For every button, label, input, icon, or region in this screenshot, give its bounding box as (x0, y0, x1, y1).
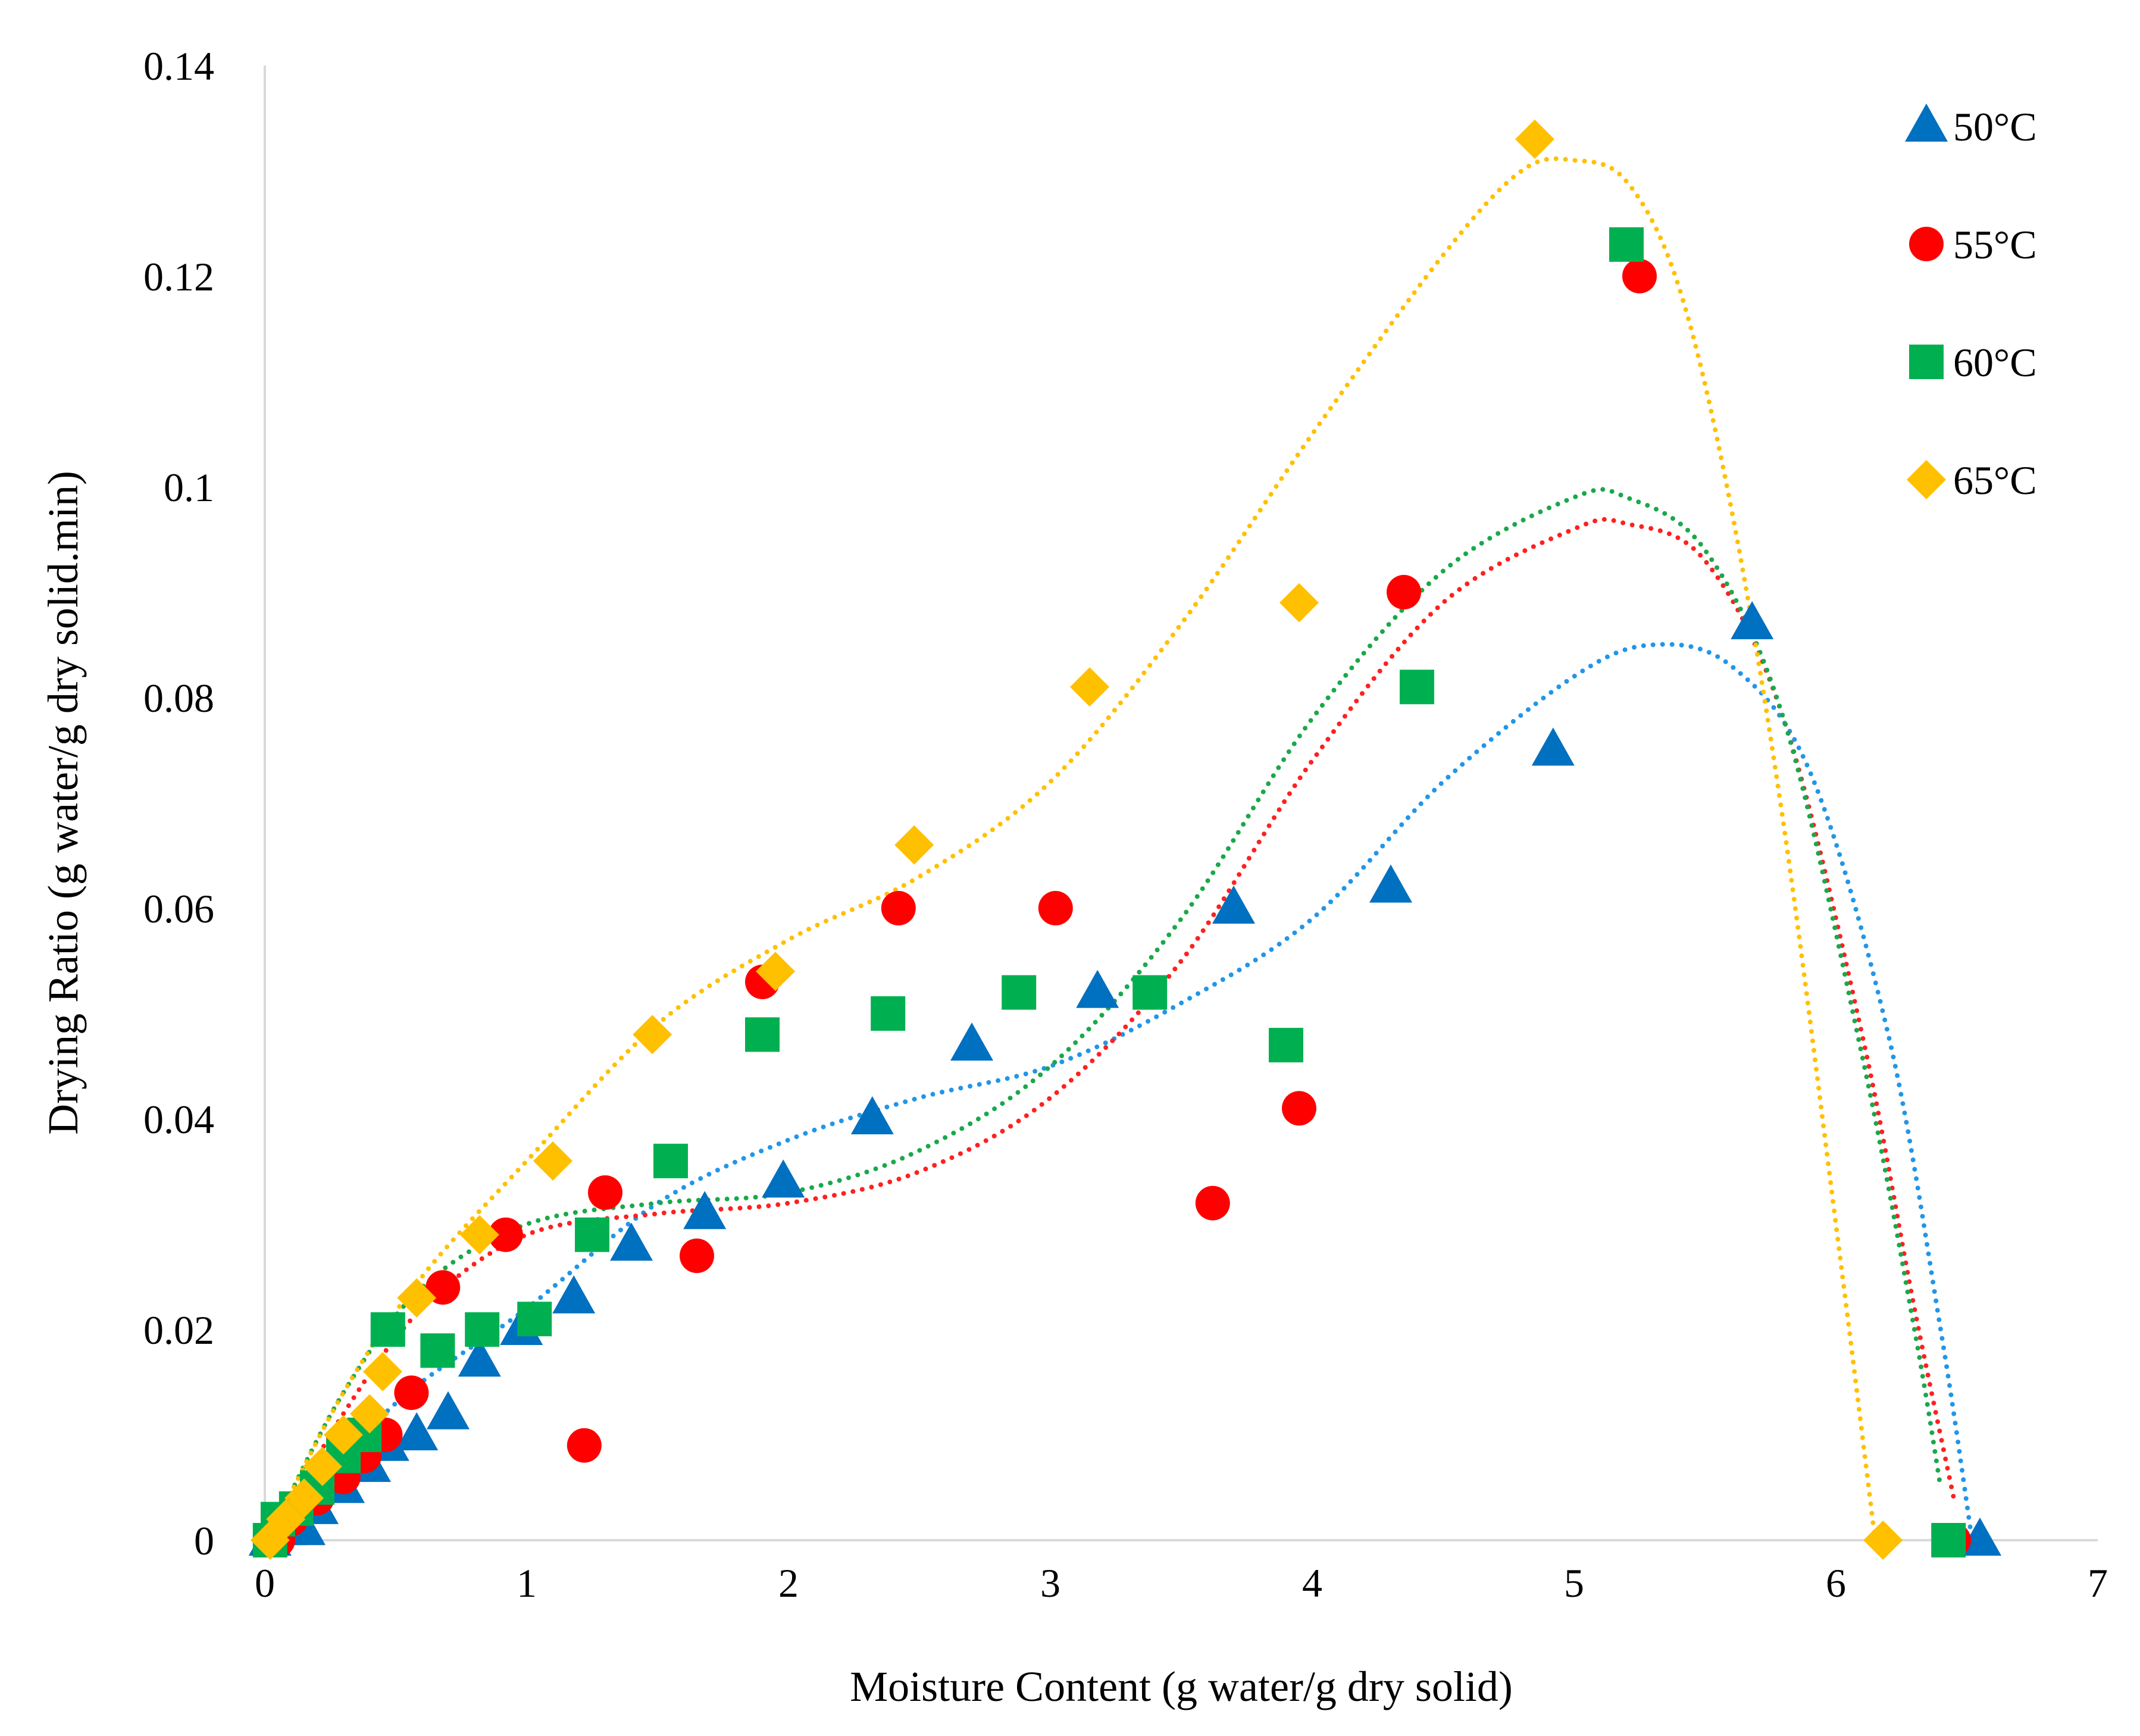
data-point-triangle (458, 1338, 501, 1377)
data-point-square (745, 1017, 780, 1052)
data-point-circle (588, 1175, 622, 1210)
data-point-diamond (1070, 667, 1109, 707)
x-tick-label: 7 (2088, 1560, 2108, 1606)
y-tick-label: 0.06 (143, 886, 214, 931)
data-point-triangle (1369, 864, 1412, 903)
legend-label: 65°C (1953, 458, 2037, 503)
x-tick-label: 4 (1302, 1560, 1322, 1606)
legend: 50°C 55°C 60°C 65°C (1905, 104, 2037, 503)
data-point-diamond (1279, 583, 1319, 623)
data-point-diamond (459, 1215, 499, 1255)
data-point-square (420, 1333, 455, 1368)
data-point-diamond (533, 1141, 572, 1181)
data-point-diamond (266, 1499, 306, 1539)
data-point-square (871, 996, 906, 1031)
data-point-circle (1387, 575, 1421, 609)
data-point-square (1400, 670, 1434, 705)
data-point-triangle (610, 1222, 653, 1261)
data-point-triangle (762, 1159, 805, 1198)
data-point-square (517, 1302, 552, 1337)
data-point-square (1609, 227, 1644, 262)
data-point-diamond (397, 1278, 437, 1318)
data-markers (248, 119, 2001, 1560)
data-point-square (1931, 1523, 1966, 1557)
data-point-circle (567, 1428, 602, 1463)
y-tick-label: 0.02 (143, 1308, 214, 1353)
trendline-diamond (270, 156, 1878, 1543)
legend-marker-square (1909, 345, 1944, 379)
data-point-diamond (756, 952, 795, 991)
data-point-diamond (1515, 119, 1554, 159)
data-point-triangle (1531, 727, 1575, 766)
legend-marker-diamond (1907, 460, 1946, 499)
x-tick-label: 6 (1826, 1560, 1846, 1606)
legend-label: 55°C (1953, 222, 2037, 267)
data-point-triangle (850, 1096, 894, 1134)
data-point-diamond (324, 1415, 363, 1455)
x-tick-label: 5 (1564, 1560, 1584, 1606)
data-point-square (1002, 975, 1037, 1010)
data-point-diamond (894, 825, 934, 865)
y-tick-label: 0.04 (143, 1097, 214, 1142)
data-point-triangle (1076, 969, 1119, 1008)
y-tick-label: 0.14 (143, 43, 214, 89)
data-point-diamond (1863, 1521, 1903, 1560)
legend-label: 60°C (1953, 340, 2037, 385)
data-point-diamond (350, 1394, 389, 1434)
data-point-square (1132, 975, 1168, 1010)
y-tick-label: 0.12 (143, 254, 214, 299)
data-point-triangle (395, 1412, 439, 1450)
x-tick-label: 3 (1040, 1560, 1060, 1606)
data-point-circle (1195, 1186, 1230, 1221)
x-tick-label: 1 (517, 1560, 537, 1606)
data-point-circle (1282, 1091, 1316, 1126)
data-point-square (465, 1312, 500, 1347)
legend-marker-triangle (1905, 104, 1948, 142)
data-point-diamond (284, 1478, 324, 1518)
data-point-diamond (363, 1352, 402, 1391)
data-point-triangle (1212, 886, 1255, 924)
legend-label: 50°C (1953, 104, 2037, 149)
data-point-triangle (1731, 601, 1774, 640)
data-point-triangle (427, 1391, 470, 1430)
x-tick-label: 0 (255, 1560, 275, 1606)
data-point-triangle (552, 1275, 596, 1313)
data-point-circle (1622, 259, 1657, 293)
axes: 0 1 2 3 4 5 6 7 0 0.02 0.04 0.06 0.08 0.1 0.12 0.14 (143, 43, 2108, 1606)
data-point-circle (1038, 891, 1073, 925)
trendline-circle (276, 517, 1956, 1532)
data-point-circle (488, 1217, 523, 1252)
trendline-triangle (276, 642, 1975, 1543)
data-point-triangle (683, 1191, 727, 1230)
data-point-diamond (302, 1447, 342, 1487)
data-point-circle (680, 1238, 714, 1274)
data-point-square (1269, 1028, 1303, 1063)
y-tick-label: 0.1 (164, 465, 214, 510)
data-point-square (370, 1312, 405, 1347)
data-point-square (575, 1217, 609, 1252)
trendline-square (276, 487, 1943, 1522)
y-tick-label: 0.08 (143, 675, 214, 721)
data-point-diamond (633, 1015, 672, 1055)
data-point-circle (881, 891, 916, 925)
y-axis-title: Drying Ratio (g water/g dry solid.min) (39, 471, 87, 1135)
legend-marker-circle (1909, 227, 1944, 261)
data-point-circle (394, 1375, 429, 1410)
trendlines (270, 156, 1975, 1543)
y-tick-label: 0 (194, 1518, 214, 1563)
x-axis-title: Moisture Content (g water/g dry solid) (850, 1663, 1513, 1710)
x-tick-label: 2 (778, 1560, 799, 1606)
data-point-triangle (950, 1022, 993, 1061)
data-point-square (653, 1143, 688, 1178)
